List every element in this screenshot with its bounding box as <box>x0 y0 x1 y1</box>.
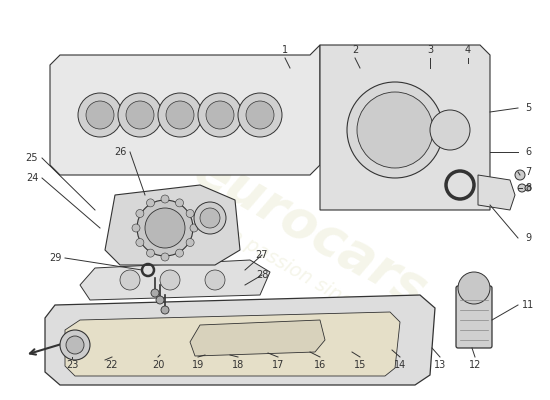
Text: 27: 27 <box>256 250 268 260</box>
Circle shape <box>145 208 185 248</box>
Circle shape <box>60 330 90 360</box>
Text: 25: 25 <box>26 153 39 163</box>
Polygon shape <box>50 45 320 175</box>
Text: 17: 17 <box>272 360 284 370</box>
Circle shape <box>525 185 531 191</box>
FancyBboxPatch shape <box>456 286 492 348</box>
Text: 14: 14 <box>394 360 406 370</box>
Text: 18: 18 <box>232 360 244 370</box>
Circle shape <box>430 110 470 150</box>
Circle shape <box>186 210 194 218</box>
Circle shape <box>190 224 198 232</box>
Circle shape <box>137 200 193 256</box>
Circle shape <box>146 249 155 257</box>
Circle shape <box>132 224 140 232</box>
Text: 5: 5 <box>525 103 531 113</box>
Text: 23: 23 <box>66 360 78 370</box>
Text: 20: 20 <box>152 360 164 370</box>
Text: 9: 9 <box>525 233 531 243</box>
Circle shape <box>198 93 242 137</box>
Circle shape <box>205 270 225 290</box>
Circle shape <box>78 93 122 137</box>
Circle shape <box>146 199 155 207</box>
Polygon shape <box>478 175 515 210</box>
Polygon shape <box>105 185 240 265</box>
Circle shape <box>158 93 202 137</box>
Text: 8: 8 <box>525 183 531 193</box>
Circle shape <box>126 101 154 129</box>
Text: 16: 16 <box>314 360 326 370</box>
Text: 22: 22 <box>106 360 118 370</box>
Circle shape <box>194 202 226 234</box>
Circle shape <box>161 253 169 261</box>
Text: 11: 11 <box>522 300 534 310</box>
Text: 7: 7 <box>525 167 531 177</box>
Circle shape <box>86 101 114 129</box>
Circle shape <box>118 93 162 137</box>
Circle shape <box>66 336 84 354</box>
Circle shape <box>246 101 274 129</box>
Circle shape <box>200 208 220 228</box>
Circle shape <box>357 92 433 168</box>
Text: 15: 15 <box>354 360 366 370</box>
Text: 28: 28 <box>256 270 268 280</box>
Text: 2: 2 <box>352 45 358 55</box>
Circle shape <box>515 170 525 180</box>
Text: 3: 3 <box>427 45 433 55</box>
Circle shape <box>151 289 159 297</box>
Circle shape <box>206 101 234 129</box>
Circle shape <box>160 270 180 290</box>
Circle shape <box>161 306 169 314</box>
Circle shape <box>136 238 144 246</box>
Circle shape <box>161 195 169 203</box>
Circle shape <box>136 210 144 218</box>
Text: a passion since 1985: a passion since 1985 <box>227 226 414 344</box>
Text: 29: 29 <box>49 253 61 263</box>
Text: 24: 24 <box>26 173 38 183</box>
Text: 26: 26 <box>114 147 126 157</box>
Text: 4: 4 <box>465 45 471 55</box>
Circle shape <box>458 272 490 304</box>
Polygon shape <box>80 260 270 300</box>
Circle shape <box>347 82 443 178</box>
Polygon shape <box>190 320 325 356</box>
Text: 1: 1 <box>282 45 288 55</box>
Circle shape <box>518 184 526 192</box>
Circle shape <box>238 93 282 137</box>
Polygon shape <box>65 312 400 376</box>
Text: 6: 6 <box>525 147 531 157</box>
Polygon shape <box>45 295 435 385</box>
Circle shape <box>156 296 164 304</box>
Circle shape <box>175 199 184 207</box>
Circle shape <box>175 249 184 257</box>
Text: 13: 13 <box>434 360 446 370</box>
Circle shape <box>186 238 194 246</box>
Text: eurocars: eurocars <box>184 142 436 318</box>
Text: 19: 19 <box>192 360 204 370</box>
Circle shape <box>120 270 140 290</box>
Circle shape <box>166 101 194 129</box>
Text: 12: 12 <box>469 360 481 370</box>
Polygon shape <box>320 45 490 210</box>
